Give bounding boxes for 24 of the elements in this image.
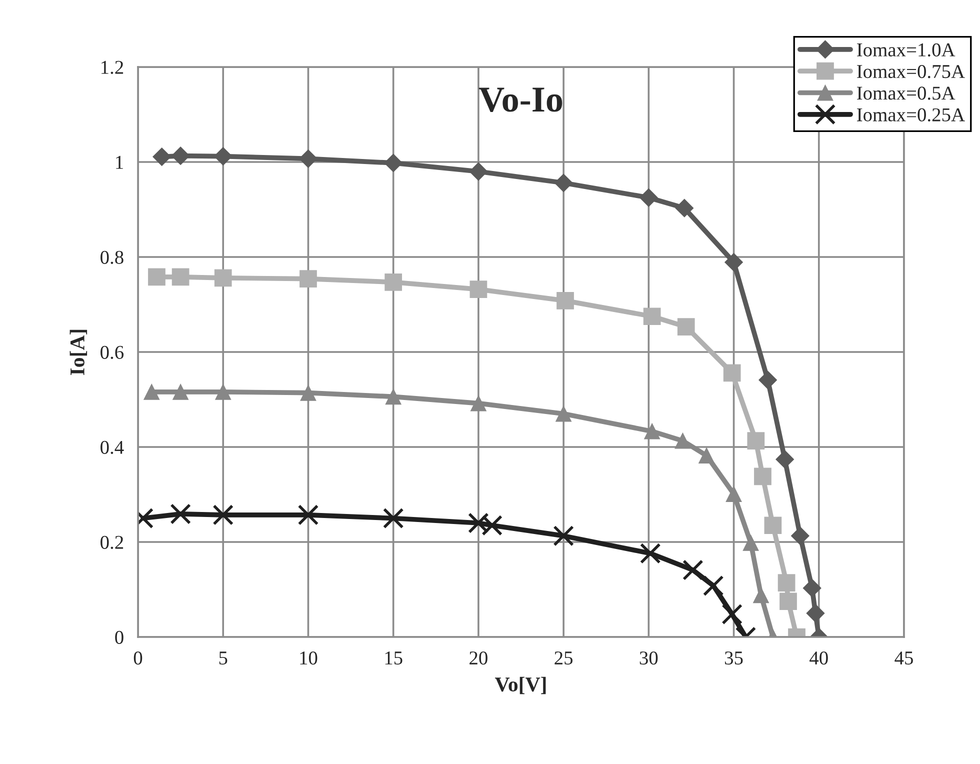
x-tick-label: 40 — [810, 651, 828, 665]
x-tick-label: 15 — [385, 652, 402, 665]
x-tick-label: 25 — [554, 652, 573, 665]
legend-label: Iomax=0.25A — [857, 108, 965, 122]
x-tick-label: 20 — [470, 651, 488, 665]
x-tick-label: 0 — [134, 651, 142, 665]
legend-label: Iomax=1.0A — [857, 43, 956, 57]
x-tick-label: 45 — [894, 652, 913, 665]
y-tick-label: 0.8 — [100, 250, 124, 264]
y-tick-label: 0.2 — [100, 536, 124, 550]
x-axis-title: Vo[V] — [494, 676, 546, 694]
y-axis-title: Io[A] — [70, 330, 88, 376]
y-tick-label: 0 — [115, 630, 124, 644]
x-tick-label: 35 — [724, 652, 743, 665]
x-tick-label: 10 — [300, 651, 318, 665]
y-tick-label: 0.4 — [100, 440, 124, 454]
legend-label: Iomax=0.75A — [857, 64, 965, 78]
x-tick-label: 30 — [640, 651, 658, 665]
chart-title: Vo-Io — [478, 88, 562, 112]
x-tick-label: 5 — [219, 652, 228, 665]
legend-label: Iomax=0.5A — [857, 86, 956, 100]
y-tick-label: 1 — [116, 156, 123, 169]
y-tick-label: 0.6 — [100, 346, 124, 360]
y-tick-label: 1.2 — [102, 60, 124, 74]
